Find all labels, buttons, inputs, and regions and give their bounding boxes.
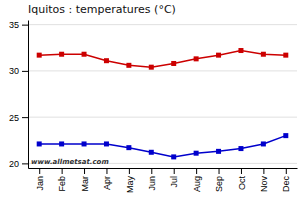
tick-mark: [219, 168, 220, 174]
tick-mark: [286, 168, 287, 174]
tick: May: [125, 168, 135, 193]
tick-label: 30: [9, 66, 19, 76]
tick-mark: [129, 168, 130, 174]
marker: [283, 133, 288, 138]
tick-label: Sep: [214, 176, 224, 192]
tick-mark: [62, 168, 63, 174]
tick-label: Oct: [237, 176, 247, 191]
marker: [238, 146, 243, 151]
tick-mark: [151, 168, 152, 174]
grid-line: [28, 24, 297, 25]
tick-label: 35: [9, 20, 19, 30]
tick: Jun: [147, 168, 157, 191]
marker: [59, 141, 64, 146]
marker: [216, 53, 221, 58]
marker: [149, 65, 154, 70]
marker: [261, 52, 266, 57]
tick: Oct: [237, 168, 247, 190]
tick-mark: [196, 168, 197, 174]
marker: [171, 61, 176, 66]
marker: [37, 53, 42, 58]
plot: 20 25 30 35 Jan Feb Mar Apr May Jun Jul Aug Sep Oct No…: [9, 20, 298, 193]
series-group: [37, 48, 289, 159]
tick-label: Apr: [102, 176, 112, 190]
tick: Mar: [80, 168, 90, 192]
title: Iquitos : temperatures (°C): [28, 3, 176, 16]
tick-label: Jan: [35, 176, 45, 191]
tick: 20: [9, 159, 28, 169]
axis-line: [29, 168, 298, 169]
grid-line: [28, 117, 297, 118]
y-axis: 20 25 30 35: [9, 20, 29, 169]
marker: [261, 141, 266, 146]
marker: [126, 145, 131, 150]
axis-line: [28, 21, 29, 169]
tick-mark: [84, 168, 85, 174]
tick-mark: [22, 25, 28, 26]
marker: [82, 141, 87, 146]
marker: [126, 63, 131, 68]
tick-label: May: [125, 176, 135, 194]
tick: 35: [9, 20, 28, 30]
tick: Sep: [214, 168, 224, 192]
marker: [283, 53, 288, 58]
tick-label: Jul: [169, 176, 179, 188]
marker: [171, 154, 176, 159]
tick-label: 20: [9, 159, 19, 169]
marker: [37, 141, 42, 146]
tick-mark: [22, 71, 28, 72]
tick-mark: [39, 168, 40, 174]
line: [39, 51, 286, 68]
tick-label: Jun: [147, 176, 157, 191]
tick: Feb: [57, 168, 67, 192]
tick-mark: [263, 168, 264, 174]
tick: 25: [9, 113, 28, 123]
marker: [238, 48, 243, 53]
tick-label: Mar: [80, 176, 90, 192]
annotation: www.allmetsat.com: [31, 158, 109, 166]
line: [39, 136, 286, 157]
x-axis: Jan Feb Mar Apr May Jun Jul Aug Sep Oct Nov Dec: [29, 168, 298, 193]
marker: [59, 52, 64, 57]
grid-line: [28, 70, 297, 71]
marker: [82, 52, 87, 57]
tick: Aug: [192, 168, 202, 192]
tick: Apr: [102, 168, 112, 190]
tick-mark: [22, 117, 28, 118]
tick-label: Dec: [281, 176, 291, 193]
marker: [149, 150, 154, 155]
marker: [104, 141, 109, 146]
series: [37, 48, 289, 70]
marker: [104, 58, 109, 63]
tick-mark: [241, 168, 242, 174]
tick-mark: [106, 168, 107, 174]
tick: Jul: [169, 168, 179, 188]
tick: Nov: [259, 168, 269, 192]
marker: [194, 151, 199, 156]
tick-label: 25: [9, 113, 19, 123]
tick: Jan: [35, 168, 45, 191]
tick: Dec: [281, 168, 291, 192]
tick-mark: [174, 168, 175, 174]
tick-label: Feb: [57, 176, 67, 192]
series: [37, 133, 289, 159]
tick-mark: [22, 163, 28, 164]
chart: 20 25 30 35 Jan Feb Mar Apr May Jun Jul Aug Sep Oct No…: [0, 0, 305, 200]
tick: 30: [9, 66, 28, 76]
tick-label: Aug: [192, 176, 202, 192]
tick-label: Nov: [259, 176, 269, 193]
marker: [194, 56, 199, 61]
marker: [216, 149, 221, 154]
grid: [28, 25, 297, 164]
